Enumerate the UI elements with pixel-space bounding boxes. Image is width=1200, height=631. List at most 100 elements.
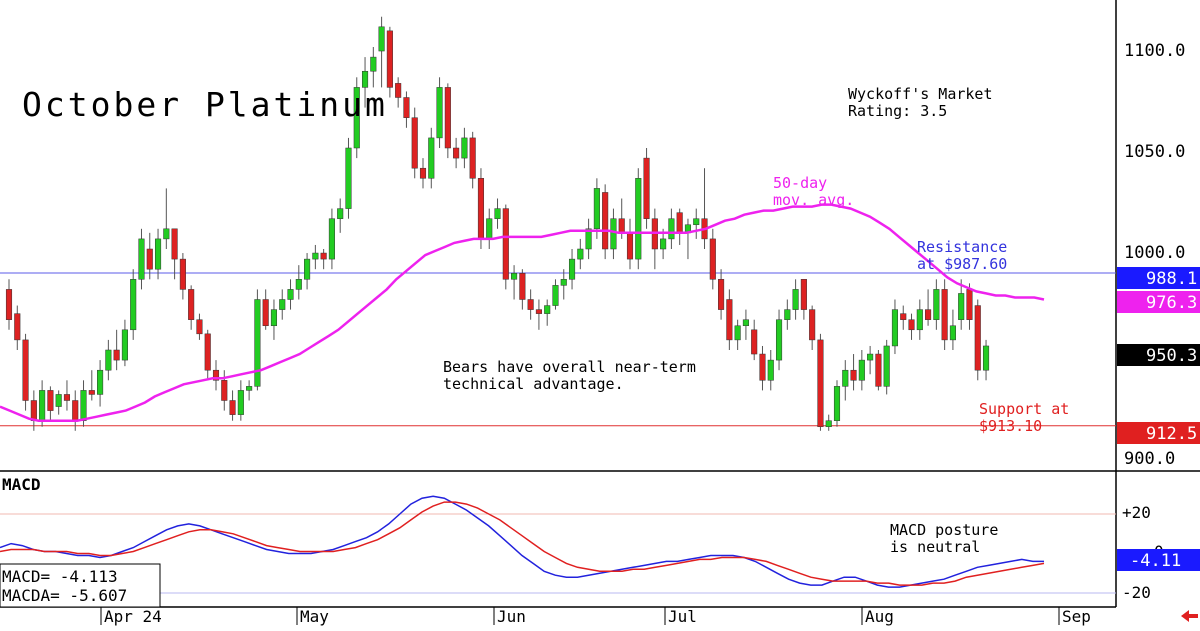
resistance-price-box (1117, 267, 1200, 289)
candle-body (22, 339, 29, 401)
candle-body (817, 339, 824, 428)
candle-body (47, 390, 54, 411)
price-tick-1050: 1050.0 (1124, 142, 1185, 162)
candle-body (908, 319, 915, 331)
candle-body (444, 87, 451, 149)
candle-body (775, 319, 783, 361)
candle-body (461, 137, 468, 159)
candle-body (949, 325, 956, 341)
candle-body (411, 117, 418, 169)
candle-body (941, 289, 948, 341)
candle-body (933, 289, 940, 320)
candle-body (279, 299, 286, 310)
price-tick-900: 900.0 (1124, 449, 1175, 469)
candle-body (502, 208, 509, 280)
candle-body (593, 188, 600, 230)
candle-body (403, 97, 410, 118)
candle-body (842, 369, 849, 387)
candle-body (925, 309, 932, 320)
candle-body (833, 386, 841, 421)
candle-body (535, 309, 542, 314)
candle-body (254, 299, 261, 387)
candle-body (734, 325, 741, 341)
bears-note-line-1: Bears have overall near-term (443, 358, 696, 376)
candle-body (626, 232, 634, 260)
candle-body (337, 208, 344, 219)
rating-line-1: Wyckoff's Market (848, 85, 993, 103)
candle-body (982, 345, 990, 371)
candle-body (759, 353, 766, 381)
resistance-label-line-2: at $987.60 (917, 255, 1007, 273)
candle-body (113, 349, 120, 361)
candle-body (643, 157, 650, 219)
candle-body (519, 272, 526, 300)
candle-body (63, 394, 71, 401)
candle-body (660, 238, 667, 250)
support-price-box (1117, 422, 1200, 444)
back-arrow-icon[interactable] (1181, 610, 1198, 622)
candle-body (304, 258, 311, 280)
candle-body (635, 178, 642, 260)
candle-body (295, 279, 302, 290)
candle-body (221, 380, 228, 401)
macd-readout-macd: MACD= -4.113 (2, 567, 118, 586)
candle-body (618, 218, 625, 234)
chart-title: October Platinum (22, 85, 388, 124)
macd-tick-minus20: -20 (1122, 583, 1151, 602)
macd-posture-line-1: MACD posture (890, 521, 998, 539)
candle-body (436, 87, 443, 139)
candle-body (270, 309, 278, 327)
candle-body (370, 56, 377, 72)
candle-body (486, 218, 493, 240)
candle-body (718, 279, 725, 310)
rating-line-2: Rating: 3.5 (848, 102, 947, 120)
candle-body (88, 390, 95, 395)
macd-value-label: -4.11 (1130, 551, 1181, 571)
candle-body (353, 87, 360, 149)
candle-body (5, 289, 13, 320)
candle-body (552, 285, 559, 306)
candle-body (378, 26, 385, 52)
candle-body (345, 147, 352, 209)
candle-body (891, 309, 899, 347)
candles-group (5, 16, 990, 431)
candle-body (154, 238, 162, 270)
candle-body (800, 279, 807, 310)
candle-body (693, 218, 700, 226)
date-tick-jun: Jun (497, 607, 526, 626)
candle-body (676, 212, 683, 234)
candle-body (916, 309, 923, 331)
candle-body (568, 258, 576, 280)
ma-price-box (1117, 291, 1200, 313)
candle-body (246, 386, 253, 391)
candle-body (105, 349, 112, 371)
candle-body (97, 369, 104, 395)
candle-body (146, 248, 153, 270)
candle-body (328, 218, 335, 260)
moving-average-line (0, 203, 1045, 422)
ma-label-line-1: 50-day (773, 174, 827, 192)
date-tick-sep: Sep (1062, 607, 1091, 626)
candle-body (130, 279, 137, 331)
macd-readout-macda: MACDA= -5.607 (2, 586, 127, 605)
candle-body (138, 238, 145, 280)
candle-body (395, 83, 402, 98)
candle-body (900, 313, 907, 320)
candle-body (511, 272, 518, 280)
candle-body (188, 289, 195, 320)
ma-label-line-2: mov. avg. (773, 191, 854, 209)
candle-body (726, 299, 733, 341)
ma-price-label: 976.3 (1146, 293, 1197, 313)
candle-body (262, 299, 269, 327)
date-tick-apr24: Apr 24 (104, 607, 162, 626)
bears-note-line-2: technical advantage. (443, 375, 624, 393)
candle-body (883, 345, 890, 387)
resistance-label-line-1: Resistance (917, 238, 1007, 256)
macd-tick-plus20: +20 (1122, 503, 1151, 522)
macd-panel-label: MACD (2, 475, 41, 494)
candle-body (39, 390, 46, 421)
candle-body (55, 394, 62, 407)
